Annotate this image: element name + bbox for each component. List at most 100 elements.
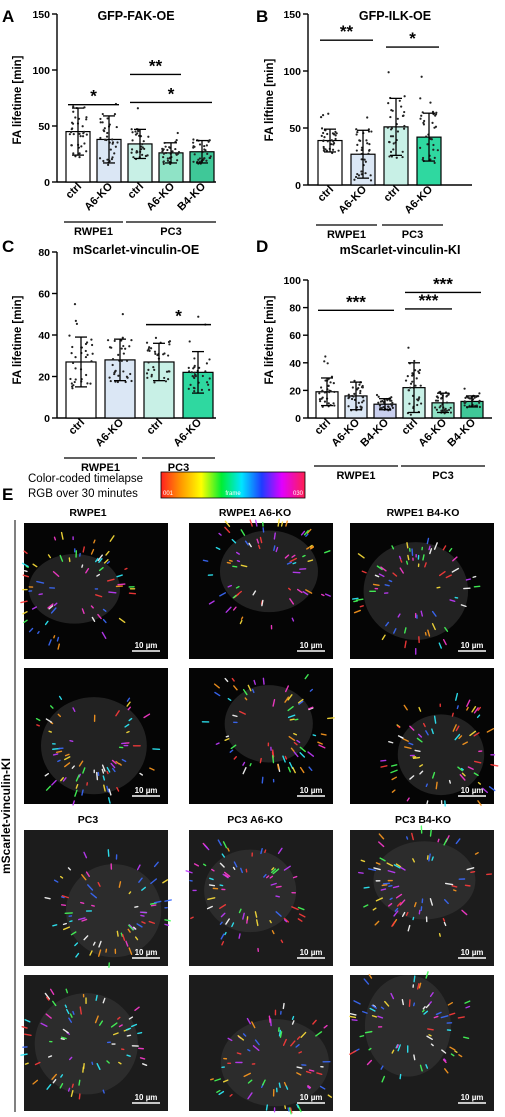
adhesion-streak	[411, 548, 414, 557]
data-point	[105, 135, 109, 138]
adhesion-streak	[418, 982, 422, 989]
adhesion-streak	[282, 1038, 287, 1046]
adhesion-streak	[164, 923, 170, 927]
data-point	[358, 383, 361, 386]
adhesion-streak	[298, 913, 306, 918]
data-point	[90, 343, 94, 347]
adhesion-streak	[277, 763, 280, 770]
adhesion-streak	[37, 631, 40, 635]
data-point	[192, 386, 195, 389]
data-point	[110, 157, 114, 161]
adhesion-streak	[470, 870, 476, 874]
data-point	[128, 345, 131, 348]
adhesion-streak	[247, 1049, 251, 1052]
adhesion-streak	[124, 567, 128, 570]
adhesion-streak	[204, 844, 210, 851]
adhesion-streak	[219, 862, 225, 868]
data-point	[426, 143, 429, 146]
adhesion-streak	[400, 559, 403, 563]
data-point	[207, 383, 210, 386]
data-point	[99, 136, 102, 140]
adhesion-streak	[247, 1079, 253, 1084]
data-point	[359, 139, 362, 142]
cell-body	[28, 554, 121, 624]
adhesion-streak	[98, 949, 102, 957]
data-point	[417, 399, 420, 402]
adhesion-streak	[302, 554, 306, 558]
adhesion-streak	[81, 874, 87, 881]
adhesion-streak	[74, 942, 79, 947]
adhesion-streak	[227, 584, 232, 588]
adhesion-streak	[283, 865, 291, 871]
data-point	[111, 138, 114, 141]
data-point	[355, 128, 358, 131]
data-point	[443, 408, 447, 411]
data-point	[136, 151, 139, 154]
data-point	[434, 399, 438, 402]
adhesion-streak	[92, 941, 96, 946]
adhesion-streak	[298, 700, 304, 705]
adhesion-streak	[214, 1078, 221, 1082]
data-point	[401, 155, 404, 159]
data-point	[74, 356, 77, 359]
adhesion-streak	[255, 919, 259, 927]
data-point	[334, 137, 337, 141]
data-point	[147, 135, 150, 138]
cell-body	[34, 993, 138, 1095]
adhesion-streak	[308, 766, 313, 771]
adhesion-streak	[363, 978, 370, 985]
data-point	[71, 122, 75, 125]
adhesion-streak	[112, 767, 116, 773]
data-point	[445, 401, 449, 404]
y-tick-label: 40	[38, 330, 50, 342]
adhesion-streak	[220, 912, 226, 918]
adhesion-streak	[378, 841, 385, 848]
adhesion-streak	[229, 559, 233, 562]
adhesion-streak	[153, 861, 159, 868]
adhesion-streak	[293, 741, 298, 746]
data-point	[361, 401, 364, 404]
data-point	[154, 352, 157, 356]
y-tick-label: 0	[295, 180, 301, 192]
data-point	[156, 353, 159, 357]
adhesion-streak	[236, 1052, 242, 1055]
adhesion-streak	[366, 1059, 373, 1066]
adhesion-streak	[118, 617, 126, 623]
adhesion-streak	[101, 764, 106, 772]
data-point	[101, 112, 104, 116]
adhesion-streak	[275, 885, 282, 888]
data-point	[176, 159, 179, 162]
chart-title: GFP-ILK-OE	[359, 9, 431, 23]
adhesion-streak	[244, 540, 249, 546]
adhesion-streak	[380, 1006, 385, 1010]
data-point	[69, 377, 72, 381]
adhesion-streak	[102, 775, 106, 781]
adhesion-streak	[284, 685, 290, 693]
adhesion-streak	[324, 593, 331, 597]
data-point	[403, 127, 406, 130]
adhesion-streak	[75, 783, 79, 789]
y-tick-label: 100	[283, 275, 301, 287]
adhesion-streak	[412, 756, 421, 760]
y-tick-label: 100	[283, 66, 301, 78]
y-tick-label: 20	[289, 385, 301, 397]
data-point	[389, 403, 392, 406]
adhesion-streak	[34, 1061, 41, 1066]
adhesion-streak	[277, 518, 280, 527]
adhesion-streak	[240, 564, 248, 568]
adhesion-streak	[134, 905, 139, 908]
data-point	[350, 397, 354, 401]
data-point	[73, 380, 76, 384]
y-tick-label: 40	[289, 358, 301, 370]
adhesion-streak	[108, 591, 117, 594]
data-point	[332, 140, 335, 143]
adhesion-streak	[283, 1081, 287, 1087]
significance-label: ***	[346, 292, 366, 311]
adhesion-streak	[390, 769, 398, 774]
data-point	[73, 302, 77, 306]
adhesion-streak	[96, 771, 99, 781]
adhesion-streak	[60, 777, 64, 782]
adhesion-streak	[376, 565, 383, 571]
adhesion-streak	[224, 520, 231, 528]
data-point	[197, 315, 200, 318]
